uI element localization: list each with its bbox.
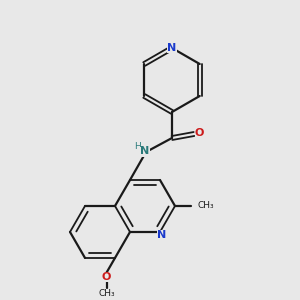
Text: CH₃: CH₃: [197, 202, 214, 211]
Text: N: N: [167, 43, 177, 53]
Text: O: O: [102, 272, 111, 282]
Text: H: H: [134, 142, 141, 151]
Text: CH₃: CH₃: [98, 289, 115, 298]
Text: N: N: [140, 146, 150, 157]
Text: O: O: [195, 128, 204, 138]
Text: N: N: [157, 230, 166, 241]
